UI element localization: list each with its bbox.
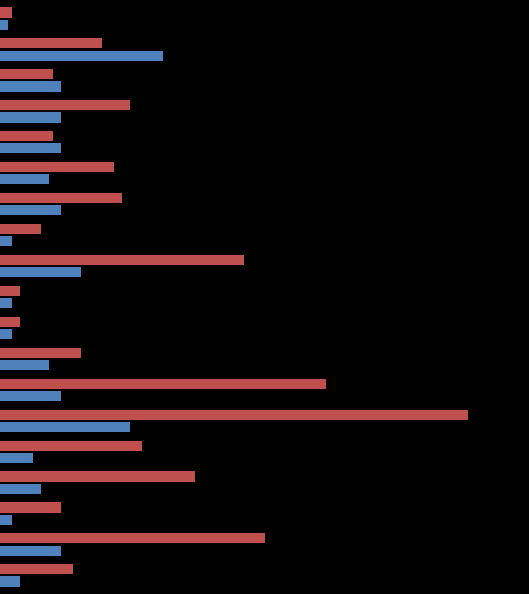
Bar bbox=[0, 422, 130, 432]
Bar bbox=[0, 112, 61, 122]
Bar bbox=[0, 131, 53, 141]
Bar bbox=[0, 81, 61, 91]
Bar bbox=[0, 533, 264, 544]
Bar bbox=[0, 39, 102, 49]
Bar bbox=[0, 69, 53, 80]
Bar bbox=[0, 503, 61, 513]
Bar bbox=[0, 360, 49, 370]
Bar bbox=[0, 410, 468, 420]
Bar bbox=[0, 576, 20, 587]
Bar bbox=[0, 20, 8, 30]
Bar bbox=[0, 472, 195, 482]
Bar bbox=[0, 453, 33, 463]
Bar bbox=[0, 298, 12, 308]
Bar bbox=[0, 50, 163, 61]
Bar bbox=[0, 100, 130, 110]
Bar bbox=[0, 267, 81, 277]
Bar bbox=[0, 379, 325, 389]
Bar bbox=[0, 236, 12, 247]
Bar bbox=[0, 545, 61, 555]
Bar bbox=[0, 193, 122, 203]
Bar bbox=[0, 143, 61, 153]
Bar bbox=[0, 255, 244, 265]
Bar bbox=[0, 224, 41, 234]
Bar bbox=[0, 484, 41, 494]
Bar bbox=[0, 286, 20, 296]
Bar bbox=[0, 347, 81, 358]
Bar bbox=[0, 441, 142, 451]
Bar bbox=[0, 391, 61, 401]
Bar bbox=[0, 329, 12, 339]
Bar bbox=[0, 162, 114, 172]
Bar bbox=[0, 174, 49, 184]
Bar bbox=[0, 564, 73, 574]
Bar bbox=[0, 317, 20, 327]
Bar bbox=[0, 514, 12, 525]
Bar bbox=[0, 7, 12, 18]
Bar bbox=[0, 205, 61, 215]
